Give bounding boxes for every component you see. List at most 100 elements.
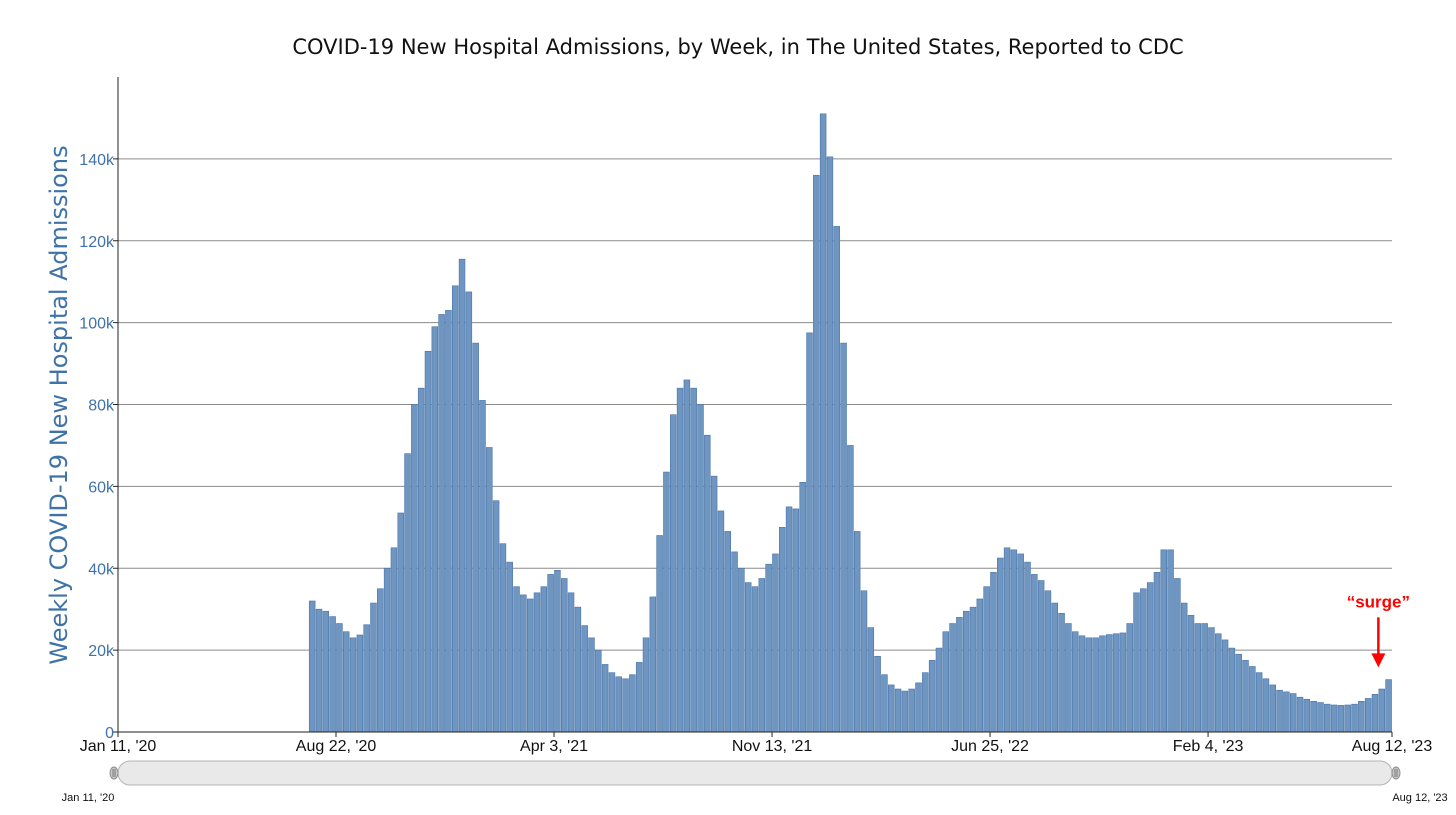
bar (867, 627, 875, 733)
bar (622, 678, 629, 733)
bar (1065, 623, 1072, 733)
bar (329, 616, 336, 733)
bar (710, 475, 718, 733)
bar (1167, 549, 1174, 733)
bar (826, 156, 834, 733)
x-tick-label: Jun 25, '22 (951, 738, 1029, 755)
chart-title: COVID-19 New Hospital Admissions, by Wee… (292, 35, 1183, 59)
bar (901, 690, 909, 733)
bar (1317, 702, 1324, 733)
bar (908, 688, 915, 733)
bar (1051, 602, 1058, 733)
bar (847, 445, 854, 733)
bar (1208, 627, 1215, 733)
bar (888, 684, 895, 733)
bar (935, 647, 943, 733)
bar (649, 596, 657, 733)
y-tick-label: 40k (88, 561, 115, 578)
x-tick-label: Aug 22, '20 (296, 738, 377, 755)
bar (486, 447, 493, 733)
bar-series (308, 113, 1392, 733)
bar (479, 400, 486, 733)
bar (1146, 582, 1154, 733)
navigator-range-track[interactable] (117, 760, 1393, 786)
y-tick-label: 140k (79, 152, 115, 169)
y-tick-label: 20k (88, 643, 115, 660)
bar (315, 608, 323, 733)
bar (997, 557, 1004, 733)
bar (356, 634, 364, 733)
y-tick-label: 100k (79, 316, 115, 333)
bar (1187, 615, 1195, 733)
bar (976, 598, 984, 733)
bar (349, 637, 357, 733)
bar (1303, 698, 1311, 733)
bar (1228, 647, 1236, 733)
bar (819, 113, 827, 733)
bar (377, 588, 384, 733)
bar (1358, 700, 1365, 733)
bar (424, 350, 432, 733)
bar (499, 543, 507, 733)
bar (513, 586, 520, 733)
bar (779, 527, 786, 733)
bar (383, 567, 391, 733)
bar (1276, 689, 1283, 733)
bar (1249, 666, 1256, 733)
y-tick-label: 120k (79, 234, 115, 251)
bar (1140, 588, 1147, 733)
bar (1017, 553, 1024, 733)
bar (1119, 632, 1127, 733)
bar (370, 602, 377, 733)
bar (1078, 635, 1086, 733)
bar (506, 561, 513, 733)
bar (561, 578, 568, 733)
annotation-arrow-head (1371, 653, 1386, 668)
range-navigator[interactable]: Jan 11, '20 Aug 12, '23 (62, 760, 1448, 804)
navigator-left-handle[interactable] (109, 766, 119, 780)
bar (492, 500, 500, 733)
bar (915, 682, 922, 733)
bar (697, 404, 704, 733)
bar (656, 535, 663, 733)
bar (1092, 637, 1099, 733)
bar (1235, 653, 1242, 733)
bar (322, 610, 330, 733)
bar (601, 664, 609, 733)
bar (840, 342, 847, 733)
bar (1180, 602, 1188, 733)
navigator-right-handle[interactable] (1391, 766, 1401, 780)
bar (833, 226, 840, 733)
bar (1003, 547, 1011, 733)
bar (1174, 578, 1181, 733)
gridlines (118, 158, 1392, 651)
bar (928, 660, 936, 733)
bar (806, 332, 813, 733)
x-tick-label: Aug 12, '23 (1352, 738, 1433, 755)
bar (567, 592, 575, 733)
bar (1133, 592, 1140, 733)
navigator-start-label: Jan 11, '20 (62, 792, 115, 804)
bar (717, 510, 725, 733)
bar (336, 623, 343, 733)
bar (813, 174, 820, 733)
bar (1099, 635, 1106, 733)
bar (663, 471, 670, 733)
bar (431, 326, 439, 733)
bar (526, 598, 534, 733)
bar (1296, 696, 1304, 733)
x-axis-ticks: Jan 11, '20 Aug 22, '20 Apr 3, '21 Nov 13, … (80, 732, 1433, 755)
bar (1371, 694, 1379, 733)
bar (1044, 590, 1052, 733)
bar (533, 592, 541, 733)
bar (758, 578, 766, 733)
x-tick-label: Nov 13, '21 (732, 738, 813, 755)
bar (969, 606, 977, 733)
bar (472, 342, 479, 733)
bar (874, 655, 881, 733)
x-tick-label: Apr 3, '21 (520, 738, 588, 755)
bar (404, 453, 411, 733)
bar (390, 547, 398, 733)
bar (574, 606, 582, 733)
bar (1289, 693, 1297, 733)
